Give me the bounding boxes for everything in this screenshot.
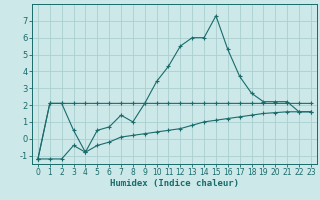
X-axis label: Humidex (Indice chaleur): Humidex (Indice chaleur)	[110, 179, 239, 188]
